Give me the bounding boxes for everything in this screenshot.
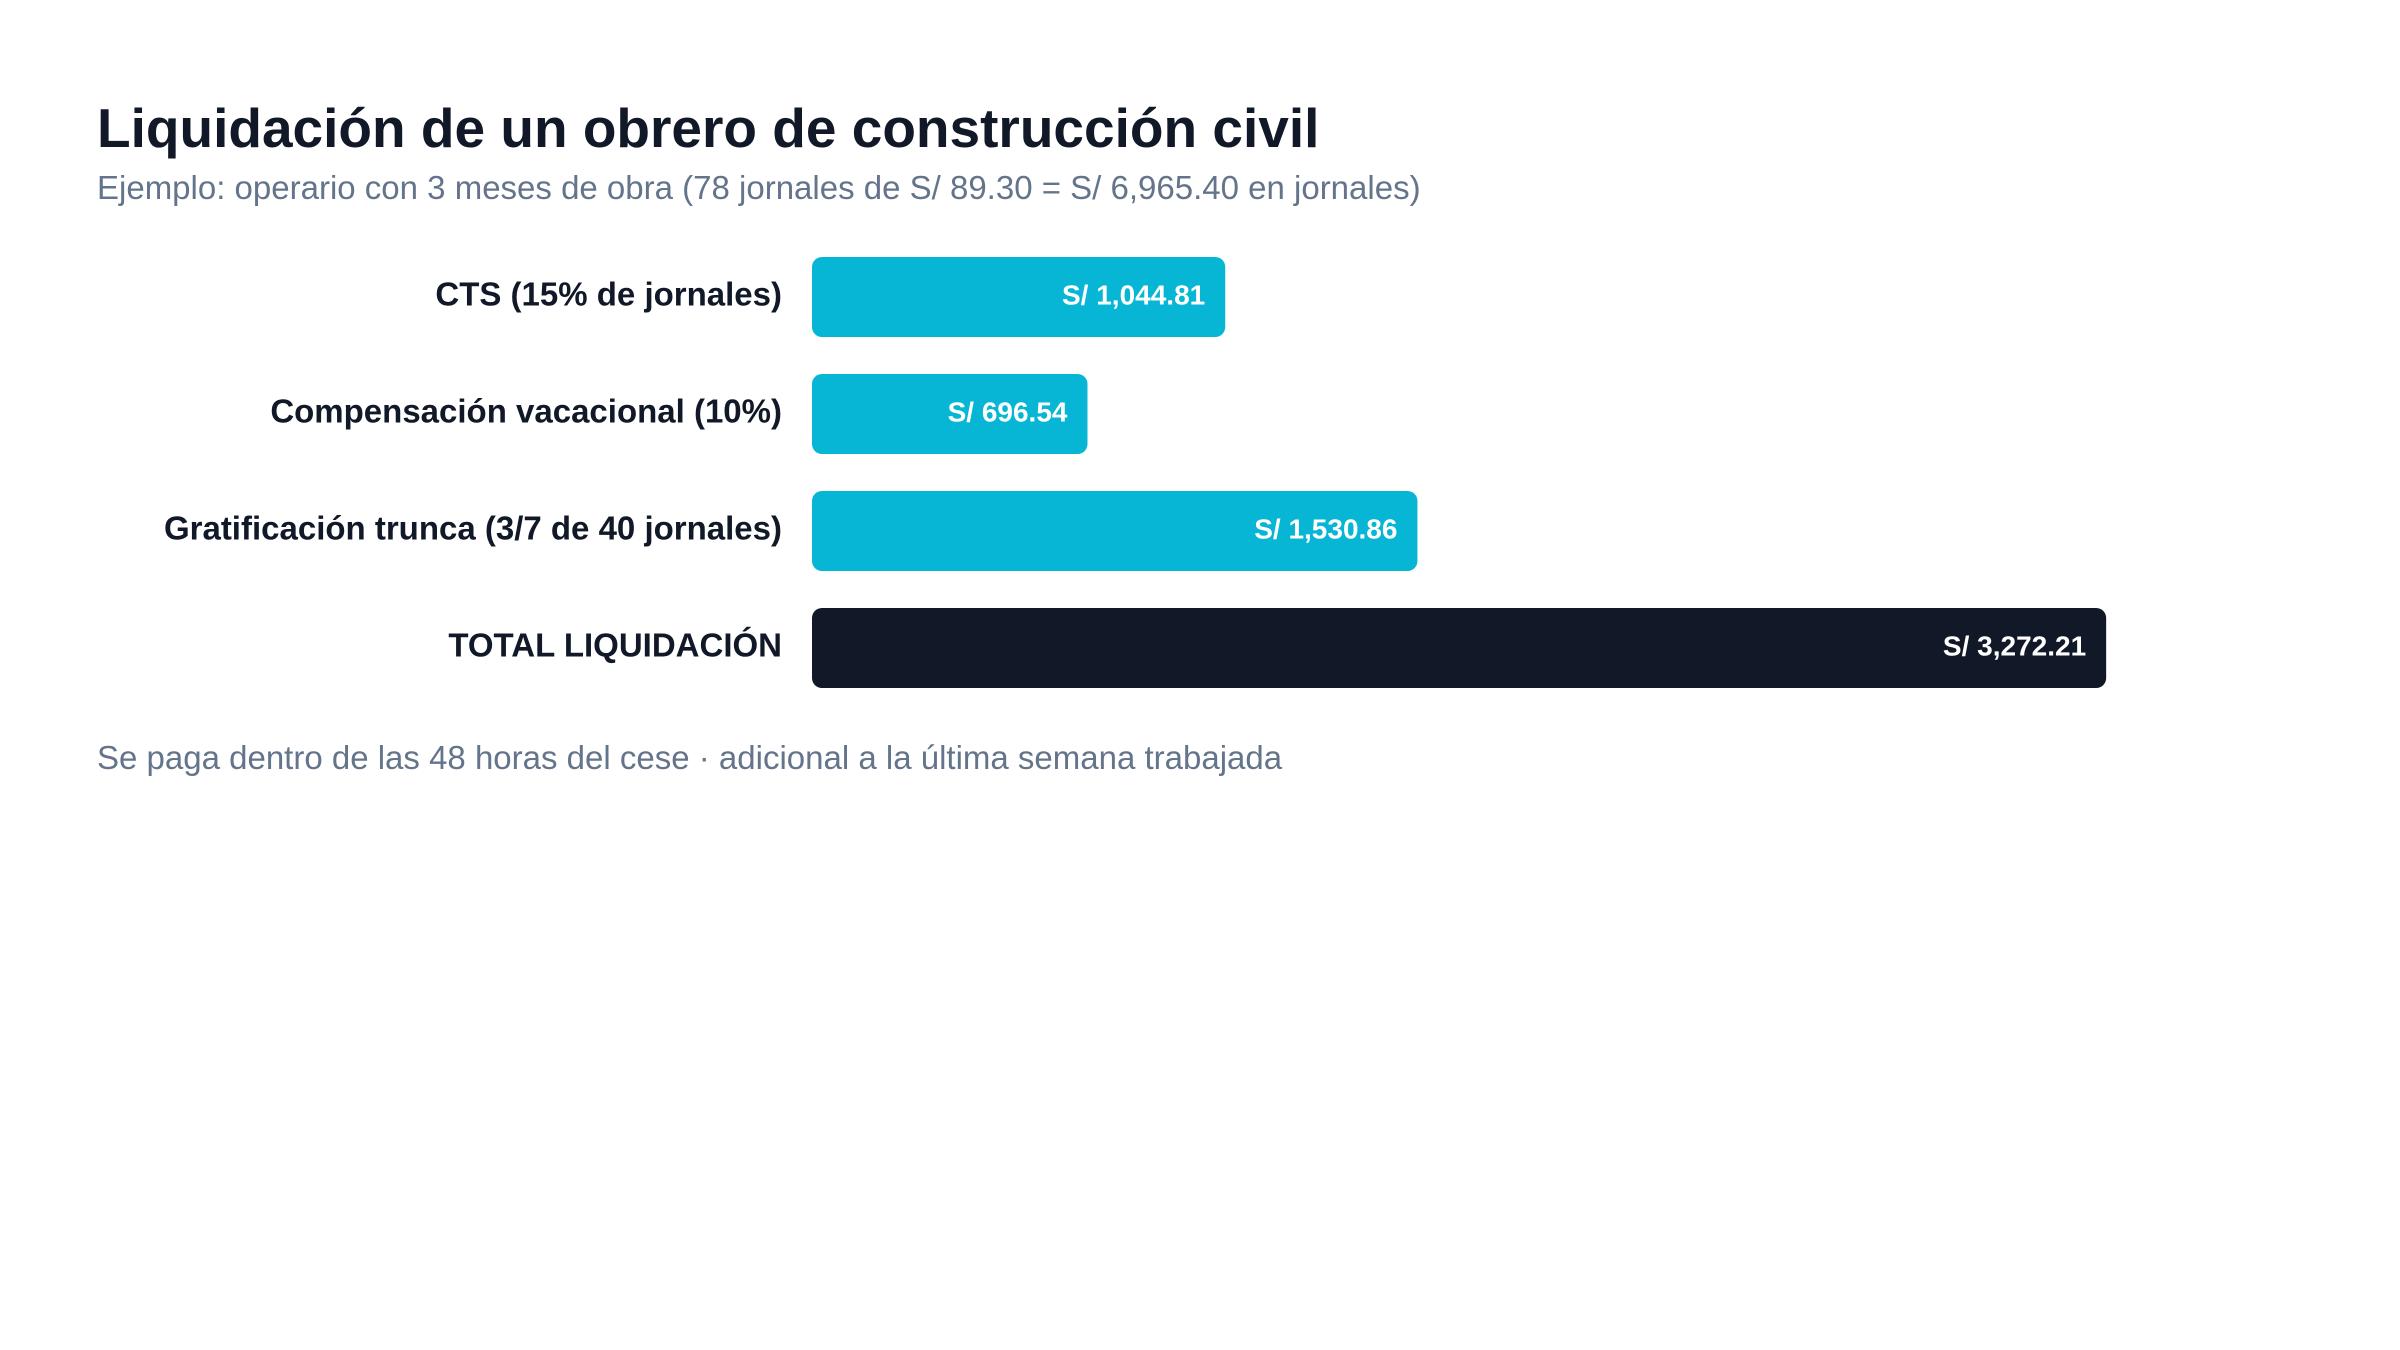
chart-title: Liquidación de un obrero de construcción… xyxy=(97,97,1320,159)
chart-footnote: Se paga dentro de las 48 horas del cese … xyxy=(97,739,1283,776)
category-label-3: TOTAL LIQUIDACIÓN xyxy=(448,627,782,664)
bar-1 xyxy=(812,374,1088,454)
bar-0 xyxy=(812,257,1226,337)
value-label-2: S/ 1,530.86 xyxy=(1254,513,1397,544)
bar-2 xyxy=(812,491,1418,571)
category-label-2: Gratificación trunca (3/7 de 40 jornales… xyxy=(164,510,782,547)
bar-3 xyxy=(812,608,2107,688)
value-label-3: S/ 3,272.21 xyxy=(1943,630,2086,661)
category-label-1: Compensación vacacional (10%) xyxy=(270,393,782,430)
chart-subtitle: Ejemplo: operario con 3 meses de obra (7… xyxy=(97,169,1421,206)
bar-chart: CTS (15% de jornales) S/ 1,044.81 Compensa… xyxy=(164,257,2107,688)
category-label-0: CTS (15% de jornales) xyxy=(435,276,782,313)
value-label-0: S/ 1,044.81 xyxy=(1062,279,1205,310)
value-label-1: S/ 696.54 xyxy=(948,396,1068,427)
